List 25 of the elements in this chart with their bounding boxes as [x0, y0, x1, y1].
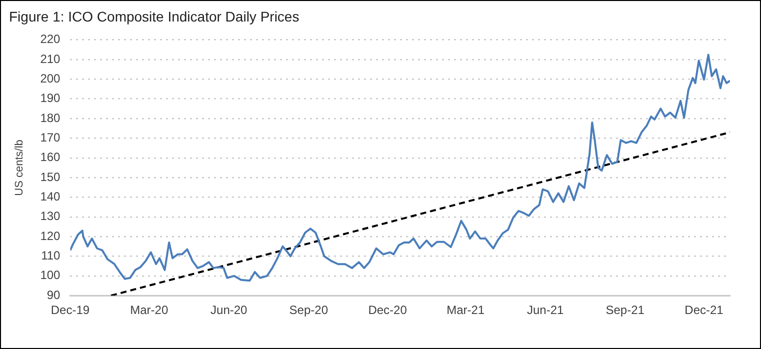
y-axis-title: US cents/lb: [14, 140, 26, 196]
y-tick-label: 180: [40, 110, 61, 125]
y-tick-label: 220: [40, 32, 61, 46]
x-tick-label: Jun-21: [526, 303, 564, 318]
y-tick-label: 90: [46, 288, 61, 302]
y-tick-label: 140: [40, 190, 61, 204]
x-tick-label: Mar-21: [446, 303, 485, 318]
x-tick-label: Dec-19: [50, 303, 90, 318]
x-tick-label: Dec-21: [684, 303, 724, 318]
x-tick-label: Dec-20: [368, 303, 408, 318]
y-tick-label: 110: [41, 248, 61, 263]
y-tick-label: 100: [40, 268, 61, 282]
y-tick-label: 200: [40, 71, 61, 86]
y-tick-label: 170: [40, 130, 61, 144]
y-tick-label: 190: [40, 91, 61, 106]
chart-title: Figure 1: ICO Composite Indicator Daily Prices: [9, 8, 300, 24]
x-tick-label: Sep-21: [606, 303, 645, 318]
y-tick-label: 130: [40, 209, 61, 224]
y-tick-label: 150: [40, 170, 61, 184]
y-tick-label: 210: [40, 52, 61, 66]
x-tick-label: Mar-20: [130, 303, 168, 318]
y-tick-label: 120: [40, 228, 61, 243]
x-tick-label: Sep-20: [289, 303, 328, 318]
y-tick-label: 160: [40, 150, 61, 164]
x-tick-label: Jun-20: [210, 303, 248, 318]
